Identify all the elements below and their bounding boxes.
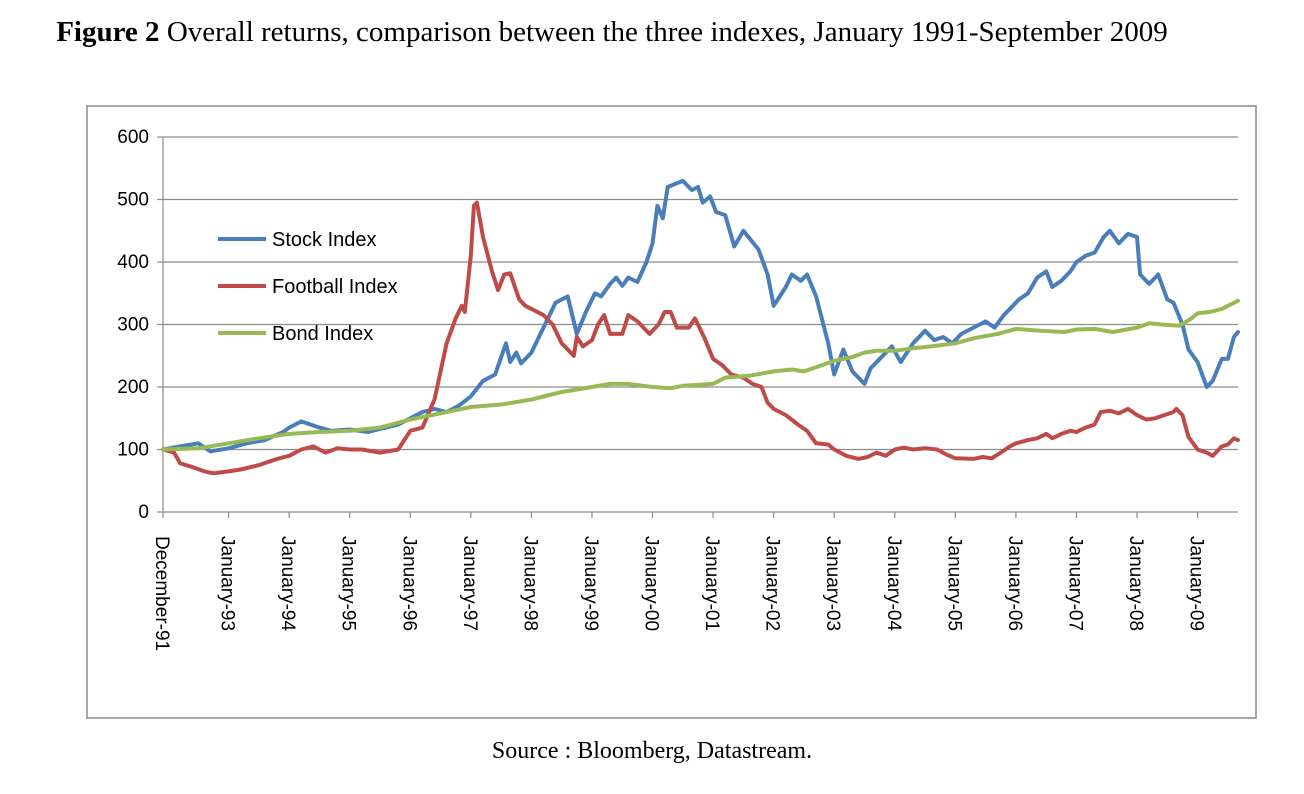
x-tick-label: January-99 (580, 536, 601, 631)
y-tick-label: 200 (117, 377, 149, 398)
legend-label: Football Index (272, 276, 398, 298)
y-tick-label: 600 (117, 127, 149, 148)
legend: Stock Index Football Index Bond Index (218, 229, 398, 345)
y-tick-label: 100 (117, 440, 149, 461)
x-tick-label: January-04 (883, 536, 904, 631)
y-tick-label: 500 (117, 190, 149, 211)
series-line-football-index (161, 200, 1240, 476)
x-tick-label: January-08 (1125, 536, 1146, 631)
y-tick-label: 400 (117, 252, 149, 273)
x-tick-label: January-07 (1064, 536, 1085, 631)
x-tick-label: January-94 (277, 536, 298, 631)
source-note: Source : Bloomberg, Datastream. (491, 738, 813, 764)
y-tick-label: 0 (138, 502, 149, 523)
axes: 0 100 200 300 400 500 600 December-91 January-93… (117, 127, 1238, 651)
x-tick-label: January-00 (641, 536, 662, 631)
x-tick-label: January-96 (398, 536, 419, 631)
figure-caption: Figure 2 Overall returns, comparison bet… (30, 14, 1194, 50)
series-lines (161, 178, 1240, 476)
legend-label: Stock Index (272, 229, 377, 251)
x-tick-label: January-09 (1186, 536, 1207, 631)
x-tick-label: January-93 (217, 536, 238, 631)
x-tick-label: December-91 (151, 536, 172, 651)
x-tick-label: January-95 (338, 536, 359, 631)
chart-area-border (86, 105, 1257, 719)
legend-label: Bond Index (272, 323, 373, 345)
series-line-stock-index (161, 178, 1240, 454)
x-tick-label: January-06 (1004, 536, 1025, 631)
y-tick-label: 300 (117, 315, 149, 336)
x-tick-label: January-98 (519, 536, 540, 631)
figure-label: Figure 2 (56, 16, 160, 48)
series-line-bond-index (161, 298, 1240, 452)
x-tick-label: January-01 (701, 536, 722, 631)
x-tick-label: January-97 (459, 536, 480, 631)
x-tick-label: January-05 (943, 536, 964, 631)
x-tick-label: January-03 (822, 536, 843, 631)
x-tick-label: January-02 (762, 536, 783, 631)
figure-title: Overall returns, comparison between the … (159, 16, 1168, 48)
